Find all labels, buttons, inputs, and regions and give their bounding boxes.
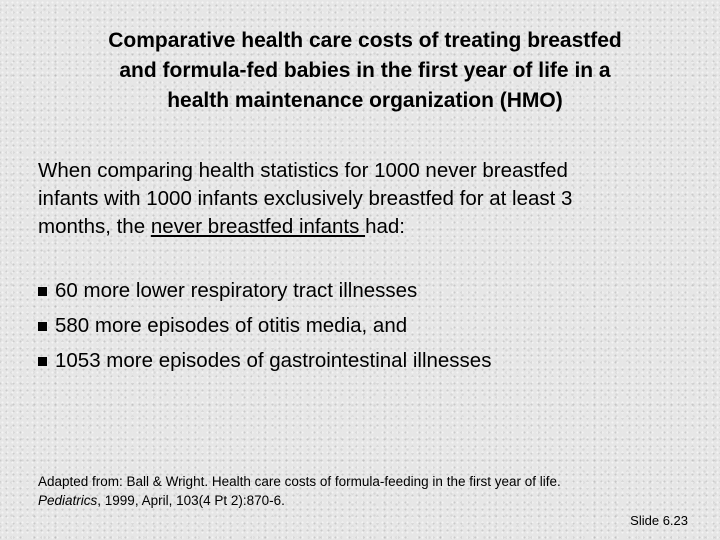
bullet-text: 1053 more episodes of gastrointestinal i…: [55, 349, 492, 372]
citation-line-2-rest: , 1999, April, 103(4 Pt 2):870-6.: [97, 493, 285, 508]
bullet-text: 60 more lower respiratory tract illnesse…: [55, 279, 418, 302]
intro-line-2: infants with 1000 infants exclusively br…: [38, 187, 573, 210]
square-bullet-icon: [38, 357, 47, 366]
title-line-3: health maintenance organization (HMO): [167, 89, 563, 112]
citation: Adapted from: Ball & Wright. Health care…: [38, 472, 698, 510]
slide-title: Comparative health care costs of treatin…: [40, 26, 690, 116]
intro-line-1: When comparing health statistics for 100…: [38, 159, 568, 182]
bullet-list: 60 more lower respiratory tract illnesse…: [38, 273, 698, 378]
title-line-1: Comparative health care costs of treatin…: [108, 29, 622, 52]
bullet-text: 580 more episodes of otitis media, and: [55, 314, 408, 337]
citation-line-1: Adapted from: Ball & Wright. Health care…: [38, 474, 561, 489]
intro-line-3: months, the never breastfed infants had:: [38, 213, 698, 241]
slide-number: Slide 6.23: [630, 513, 688, 528]
intro-line-3-end: had:: [365, 215, 405, 238]
intro-paragraph: When comparing health statistics for 100…: [38, 157, 698, 241]
intro-line-3-start: months, the: [38, 215, 151, 238]
bullet-item: 1053 more episodes of gastrointestinal i…: [38, 343, 698, 378]
citation-line-2: Pediatrics, 1999, April, 103(4 Pt 2):870…: [38, 491, 698, 510]
bullet-item: 60 more lower respiratory tract illnesse…: [38, 273, 698, 308]
title-line-2: and formula-fed babies in the first year…: [119, 59, 611, 82]
bullet-item: 580 more episodes of otitis media, and: [38, 308, 698, 343]
never-breastfed-underlined: never breastfed infants: [150, 215, 366, 238]
square-bullet-icon: [38, 287, 47, 296]
citation-journal: Pediatrics: [38, 493, 98, 508]
square-bullet-icon: [38, 322, 47, 331]
